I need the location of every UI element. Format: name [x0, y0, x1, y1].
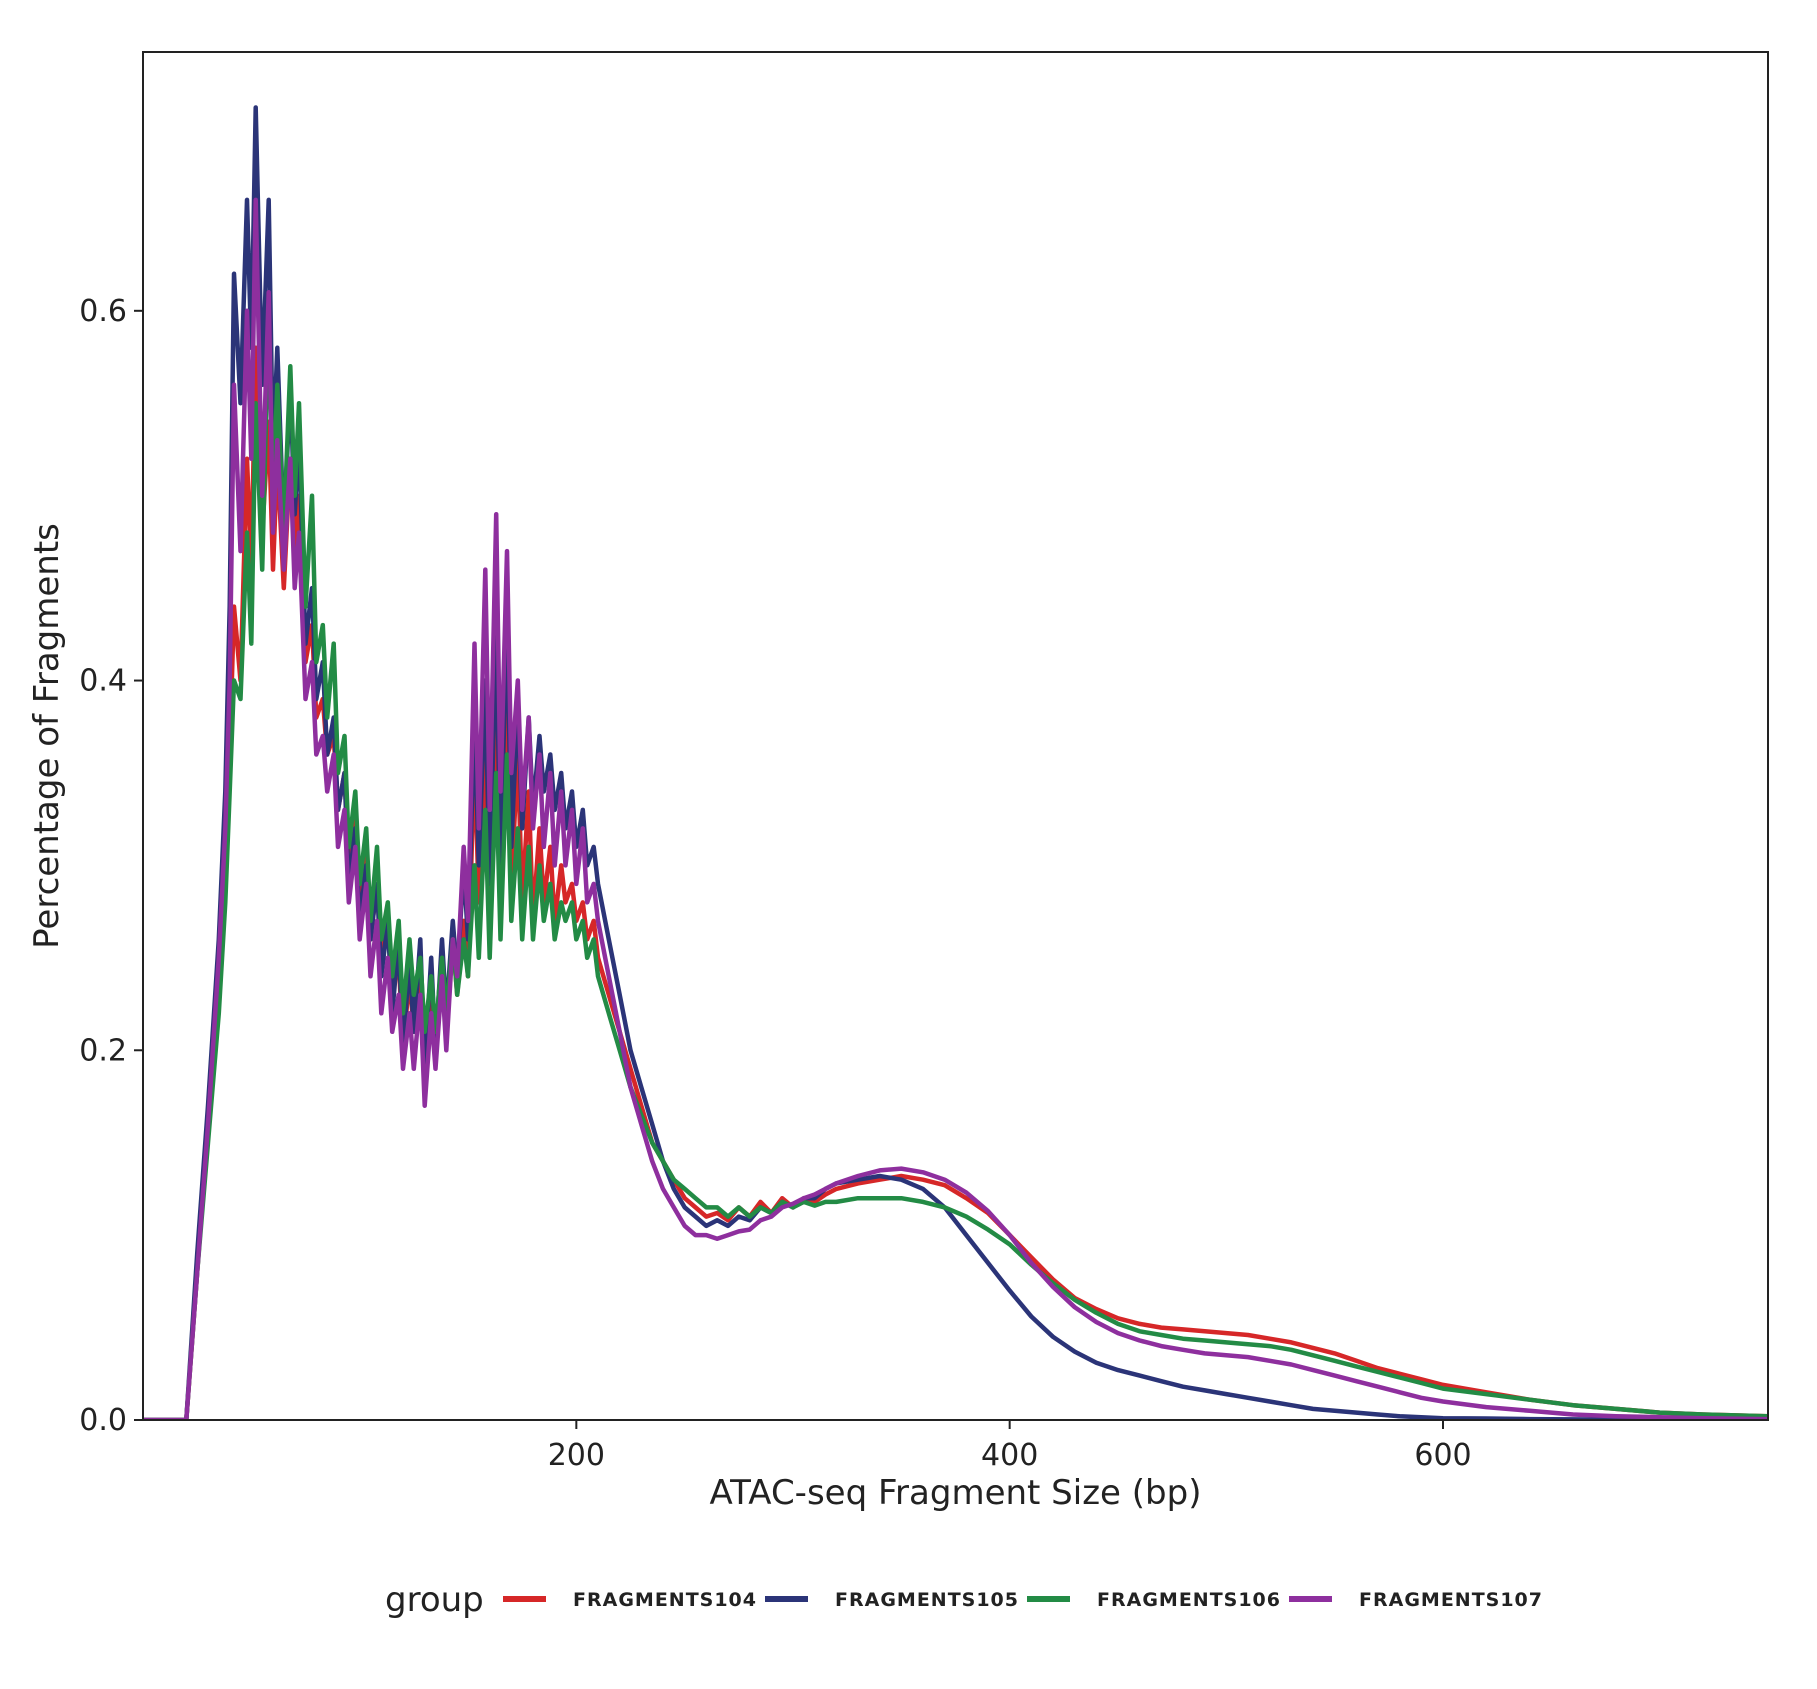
legend-label-1: FRAGMENTS104	[573, 1589, 757, 1611]
y-tick-label: 0.2	[79, 1033, 127, 1068]
y-tick-label: 0.0	[79, 1403, 127, 1438]
legend-label-2: FRAGMENTS105	[835, 1589, 1019, 1611]
y-axis: 0.0 0.2 0.4 0.6	[79, 294, 143, 1438]
y-tick-label: 0.4	[79, 664, 127, 699]
y-tick-label: 0.6	[79, 294, 127, 329]
legend-label-4: FRAGMENTS107	[1359, 1589, 1543, 1611]
x-axis-title: ATAC-seq Fragment Size (bp)	[710, 1473, 1202, 1513]
x-tick-label: 600	[1414, 1438, 1471, 1473]
x-tick-label: 200	[548, 1438, 605, 1473]
x-tick-label: 400	[981, 1438, 1038, 1473]
y-axis-title: Percentage of Fragments	[27, 523, 67, 949]
legend: group FRAGMENTS104 FRAGMENTS105 FRAGMENTS1…	[385, 1580, 1543, 1620]
legend-label-3: FRAGMENTS106	[1097, 1589, 1281, 1611]
legend-title: group	[385, 1580, 484, 1620]
series-layer	[143, 105, 1768, 1420]
series-line-2	[143, 105, 1768, 1420]
series-line-4	[143, 197, 1768, 1420]
plot-frame	[142, 51, 1769, 1421]
series-line-3	[143, 308, 1768, 1420]
x-axis: 200 400 600	[548, 1420, 1472, 1473]
